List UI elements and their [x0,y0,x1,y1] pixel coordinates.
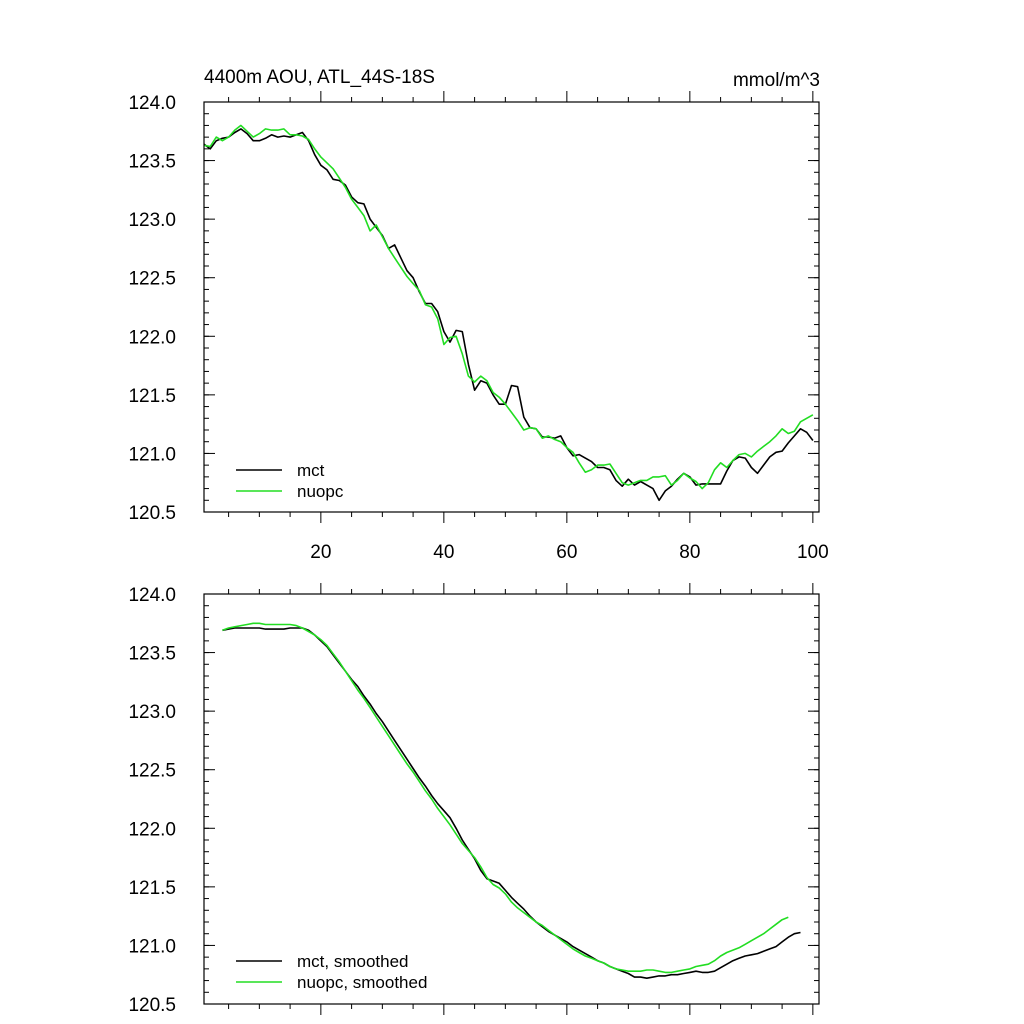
series-lines [222,622,801,980]
series-lines [203,124,814,502]
plot-frame [203,101,820,513]
y-tick-label: 122.5 [128,269,176,290]
y-tick-label: 121.0 [128,936,176,957]
y-tick-labels: 124.0 123.5 123.0 122.5 122.0 121.5 121.… [128,585,176,1016]
legend-label-nuopc-smoothed: nuopc, smoothed [297,973,427,992]
y-tick-label: 121.5 [128,386,176,407]
series-line-mct-smoothed [222,627,801,980]
plot-frame [203,593,820,1005]
y-tick-label: 124.0 [128,93,176,114]
axis-ticks [204,583,819,1015]
y-tick-label: 121.5 [128,878,176,899]
axis-ticks [204,91,819,523]
y-tick-label: 124.0 [128,585,176,606]
smoothed-timeseries-panel: 124.0 123.5 123.0 122.5 122.0 121.5 121.… [128,583,820,1016]
y-tick-labels: 124.0 123.5 123.0 122.5 122.0 121.5 121.… [128,93,176,524]
legend-label-mct: mct [297,461,325,480]
x-tick-label: 40 [433,542,454,563]
series-line-nuopc [203,124,814,490]
x-tick-label: 80 [679,542,700,563]
series-line-mct [203,128,814,502]
y-tick-label: 121.0 [128,444,176,465]
x-tick-label: 20 [310,542,331,563]
y-tick-label: 122.0 [128,819,176,840]
series-line-nuopc-smoothed [222,622,789,974]
raw-timeseries-panel: 4400m AOU, ATL_44S-18S mmol/m^3 124.0 12… [128,67,828,563]
x-tick-label: 100 [797,542,829,563]
y-tick-label: 123.0 [128,210,176,231]
y-tick-label: 120.5 [128,995,176,1016]
x-tick-labels: 20 40 60 80 100 [310,542,828,563]
x-tick-label: 60 [556,542,577,563]
y-tick-label: 122.5 [128,761,176,782]
units-label: mmol/m^3 [733,70,820,91]
chart-title: 4400m AOU, ATL_44S-18S [204,67,435,88]
y-tick-label: 123.5 [128,644,176,665]
y-tick-label: 120.5 [128,503,176,524]
y-tick-label: 123.0 [128,702,176,723]
legend-label-nuopc: nuopc [297,482,344,501]
y-tick-label: 123.5 [128,152,176,173]
legend: mct, smoothed nuopc, smoothed [236,952,427,992]
legend-label-mct-smoothed: mct, smoothed [297,952,409,971]
legend: mct nuopc [236,461,344,501]
y-tick-label: 122.0 [128,327,176,348]
